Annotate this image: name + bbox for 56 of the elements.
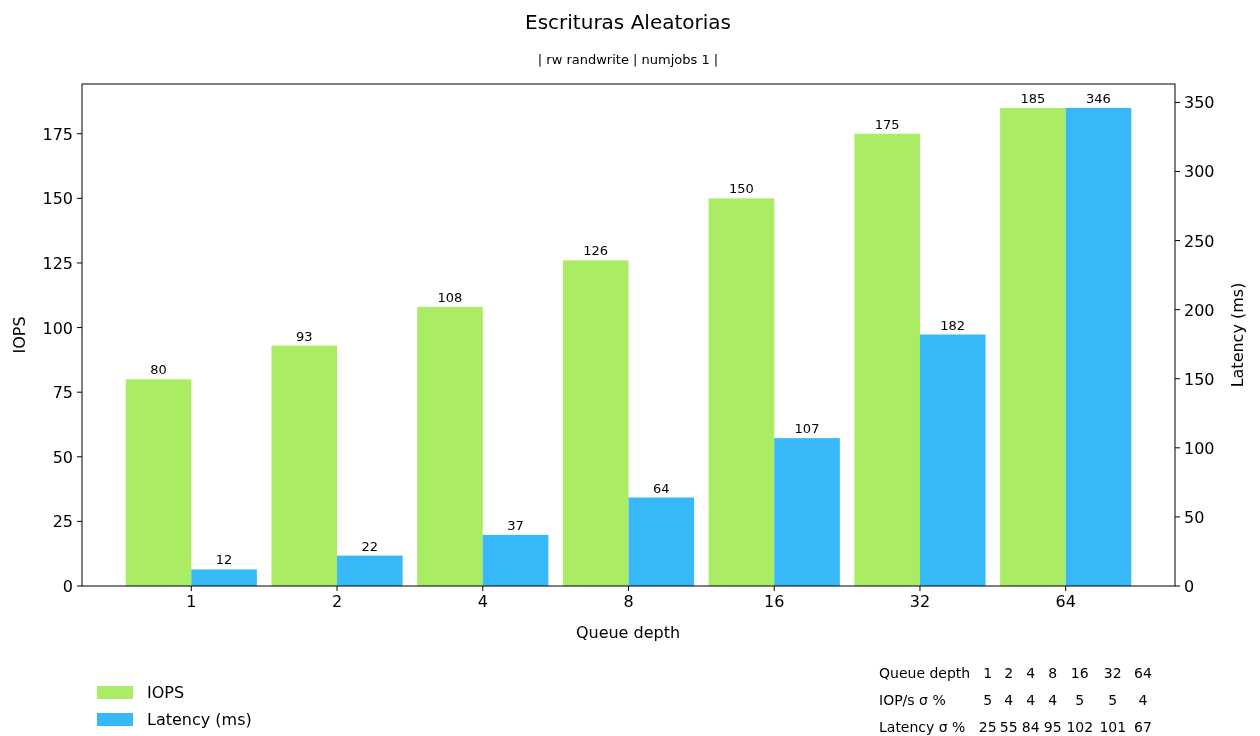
data-label: 185	[1020, 90, 1046, 106]
x-axis-title: Queue depth	[575, 623, 681, 642]
y2-tick-label: 0	[1184, 577, 1195, 596]
bar	[482, 534, 549, 586]
data-label: 22	[361, 538, 379, 554]
x-tick-label: 64	[1055, 592, 1076, 611]
data-label: 108	[437, 289, 463, 305]
data-label: 175	[874, 116, 900, 132]
text: Latency σ % 25 55 84 95 102 101 67	[879, 719, 1152, 735]
bar	[562, 260, 629, 586]
legend-label: IOPS	[147, 683, 185, 702]
legend-label: Latency (ms)	[147, 710, 252, 729]
y2-tick-label: 300	[1184, 162, 1215, 182]
y-tick-label: 125	[42, 253, 73, 273]
y2-tick-label: 350	[1184, 93, 1215, 113]
y2-tick-label: 100	[1184, 438, 1215, 458]
bar	[708, 198, 775, 586]
data-label: 64	[653, 480, 670, 496]
y2-tick-label: 250	[1184, 231, 1215, 251]
y2-tick-label: 200	[1184, 300, 1215, 320]
y-tick-label: 75	[52, 383, 73, 403]
y2-axis-title: Latency (ms)	[1228, 282, 1247, 388]
data-label: 107	[794, 421, 820, 437]
y-tick-label: 175	[42, 124, 73, 144]
y-tick-label: 100	[42, 318, 73, 338]
bar	[271, 345, 338, 586]
x-tick-label: 2	[331, 592, 343, 611]
chart-subtitle: | rw randwrite | numjobs 1 |	[537, 52, 719, 67]
data-label: 37	[507, 517, 524, 533]
data-label: 182	[940, 317, 966, 333]
text: IOP/s σ % 5 4 4 4 5 5 4	[879, 692, 1148, 708]
bar	[417, 306, 483, 586]
y2-tick-label: 150	[1184, 369, 1215, 389]
bar	[628, 497, 695, 586]
data-label: 93	[295, 328, 313, 344]
bar	[337, 555, 403, 586]
data-label: 346	[1086, 90, 1111, 106]
data-label: 12	[215, 552, 233, 568]
x-tick-label: 32	[909, 592, 931, 611]
data-label: 150	[729, 181, 754, 197]
text: Queue depth 1 2 4 8 16 32 64	[879, 665, 1152, 681]
y-axis-title: IOPS	[10, 316, 29, 354]
x-tick-label: 8	[623, 592, 634, 611]
y-tick-label: 50	[52, 447, 73, 467]
y2-tick-label: 50	[1184, 507, 1205, 527]
data-label: 126	[583, 243, 609, 259]
y-tick-label: 25	[52, 512, 73, 532]
bar	[125, 379, 192, 586]
x-tick-label: 4	[477, 592, 488, 611]
y-tick-label: 150	[42, 189, 73, 209]
data-label: 80	[150, 362, 167, 378]
bar	[191, 569, 257, 586]
x-tick-label: 16	[764, 592, 785, 611]
x-tick-label: 1	[186, 592, 197, 611]
chart-title: Escrituras Aleatorias	[525, 10, 731, 34]
y-tick-label: 0	[62, 577, 73, 596]
